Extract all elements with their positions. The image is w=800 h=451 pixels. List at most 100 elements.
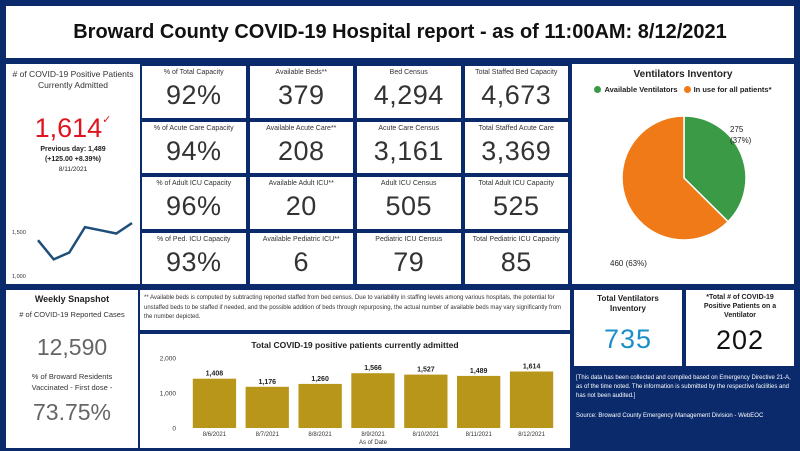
bar bbox=[245, 386, 289, 428]
metric-value: 20 bbox=[285, 191, 317, 221]
pie-in-use-label: 460 (63%) bbox=[610, 259, 647, 268]
positive-patients-card: # of COVID-19 Positive Patients Currentl… bbox=[6, 64, 140, 284]
metric-label: Available Pediatric ICU** bbox=[262, 235, 340, 243]
total-ventilators-card: Total Ventilators Inventory 735 bbox=[574, 290, 682, 366]
legend-dot-available bbox=[594, 86, 602, 93]
metric-cell: Available Beds** 379 bbox=[247, 64, 355, 120]
vaccinated-value: 73.75% bbox=[32, 399, 111, 425]
positive-patients-label: # of COVID-19 Positive Patients Currentl… bbox=[12, 69, 134, 90]
bar bbox=[298, 383, 342, 428]
metric-value: 94% bbox=[165, 135, 222, 166]
metric-label: Acute Care Census bbox=[378, 124, 440, 132]
metric-label: Pediatric ICU Census bbox=[375, 235, 443, 243]
bar bbox=[509, 371, 554, 428]
source-text: Source: Broward County Emergency Managem… bbox=[576, 413, 764, 419]
total-ventilators-label: Total Ventilators Inventory bbox=[597, 294, 659, 313]
legend-available: Available Ventilators bbox=[594, 85, 678, 94]
sparkline-y-tick-top: 1,500 bbox=[12, 230, 26, 236]
metric-label: Available Beds** bbox=[275, 69, 328, 76]
weekly-title: Weekly Snapshot bbox=[34, 294, 110, 304]
footnote-text: ** Available beds is computed by subtrac… bbox=[144, 295, 562, 320]
sparkline-chart bbox=[37, 222, 133, 261]
metric-value: 3,369 bbox=[481, 135, 552, 166]
bar-value-label: 1,489 bbox=[470, 368, 488, 375]
bar-chart-title: Total COVID-19 positive patients current… bbox=[251, 340, 459, 350]
weekly-snapshot-card: Weekly Snapshot # of COVID-19 Reported C… bbox=[6, 290, 138, 448]
bar-category-label: 8/6/2021 bbox=[203, 432, 227, 438]
bar-y-tick: 0 bbox=[172, 426, 176, 433]
previous-date-text: 8/11/2021 bbox=[58, 166, 88, 173]
bar-value-label: 1,527 bbox=[417, 367, 435, 374]
bar-category-label: 8/8/2021 bbox=[308, 432, 332, 438]
pie-slice bbox=[683, 115, 747, 223]
metric-label: Total Adult ICU Capacity bbox=[478, 180, 554, 187]
bar-category-label: 8/12/2021 bbox=[518, 432, 545, 438]
metric-value: 93% bbox=[165, 246, 222, 277]
vent-patients-label: *Total # of COVID-19 Positive Patients o… bbox=[703, 294, 777, 319]
metric-value: 79 bbox=[393, 246, 425, 277]
metric-label: Available Acute Care** bbox=[266, 124, 337, 132]
metric-value: 3,161 bbox=[373, 135, 444, 166]
pie-available-pct: (37%) bbox=[730, 136, 752, 145]
metric-cell: Available Pediatric ICU** 6 bbox=[247, 230, 355, 286]
pie-available-value: 275 bbox=[730, 125, 744, 134]
bar-value-label: 1,408 bbox=[206, 371, 224, 378]
bar-category-label: 8/7/2021 bbox=[256, 432, 280, 438]
bar-y-tick: 2,000 bbox=[160, 356, 177, 363]
metric-cell: Acute Care Census 3,161 bbox=[355, 119, 463, 175]
previous-day-text: Previous day: 1,489 bbox=[40, 146, 106, 153]
metric-value: 208 bbox=[277, 135, 325, 166]
metric-value: 505 bbox=[385, 191, 433, 221]
metric-cell: Adult ICU Census 505 bbox=[355, 175, 463, 231]
metric-label: Total Staffed Bed Capacity bbox=[475, 69, 558, 76]
bar-y-tick: 1,000 bbox=[160, 391, 177, 398]
metric-cell: Available Adult ICU** 20 bbox=[247, 175, 355, 231]
metric-value: 379 bbox=[277, 80, 325, 110]
ventilators-title: Ventilators Inventory bbox=[633, 69, 733, 80]
metric-label: Total Staffed Acute Care bbox=[478, 124, 554, 132]
legend-in-use: In use for all patients* bbox=[683, 85, 772, 94]
metric-label: Adult ICU Census bbox=[380, 180, 437, 187]
metric-label: % of Adult ICU Capacity bbox=[156, 180, 232, 187]
page-title: Broward County COVID-19 Hospital report … bbox=[73, 20, 727, 43]
metric-cell: Total Staffed Bed Capacity 4,673 bbox=[462, 64, 570, 120]
admitted-bar-chart-card: Total COVID-19 positive patients current… bbox=[140, 334, 570, 448]
sparkline-y-tick-bottom: 1,000 bbox=[12, 274, 26, 280]
bar-category-label: 8/10/2021 bbox=[413, 432, 440, 438]
metric-value: 4,673 bbox=[481, 80, 552, 110]
bar-chart: 2,000 1,000 0 1,408 8/6/2021 1,176 8/7/2021 1,2… bbox=[160, 356, 554, 446]
ventilators-inventory-card: Ventilators Inventory Available Ventilat… bbox=[572, 64, 794, 284]
metric-label: % of Total Capacity bbox=[163, 69, 224, 76]
check-icon: ✓ bbox=[102, 114, 112, 126]
metric-value: 85 bbox=[500, 246, 532, 277]
metric-cell: Total Adult ICU Capacity 525 bbox=[462, 175, 570, 231]
metric-cell: % of Total Capacity 92% bbox=[140, 64, 248, 120]
metric-cell: Total Pediatric ICU Capacity 85 bbox=[462, 230, 570, 286]
metric-cell: % of Acute Care Capacity 94% bbox=[140, 119, 248, 175]
ventilators-legend: Available Ventilators In use for all pat… bbox=[572, 85, 794, 94]
metric-label: % of Ped. ICU Capacity bbox=[156, 235, 231, 243]
disclaimer-text: [This data has been collected and compil… bbox=[576, 375, 791, 399]
change-text: (+125.00 +8.39%) bbox=[44, 156, 102, 163]
vent-patients-card: *Total # of COVID-19 Positive Patients o… bbox=[686, 290, 794, 366]
metric-value: 92% bbox=[165, 80, 222, 110]
total-ventilators-value: 735 bbox=[603, 324, 653, 354]
metric-value: 525 bbox=[492, 191, 540, 221]
metric-grid: % of Total Capacity 92% Available Beds** 37… bbox=[140, 64, 570, 286]
legend-in-use-label: In use for all patients* bbox=[693, 85, 772, 94]
metric-label: % of Acute Care Capacity bbox=[153, 124, 234, 132]
positive-patients-value: 1,614 bbox=[34, 113, 103, 143]
metric-value: 6 bbox=[293, 246, 310, 277]
ventilators-pie-chart bbox=[621, 115, 747, 241]
cases-label: # of COVID-19 Reported Cases bbox=[19, 310, 125, 319]
metric-cell: Bed Census 4,294 bbox=[355, 64, 463, 120]
bar-x-axis-label: As of Date bbox=[359, 440, 388, 446]
bar bbox=[351, 373, 395, 428]
disclaimer-block: [This data has been collected and compil… bbox=[574, 372, 794, 448]
bar-value-label: 1,176 bbox=[259, 379, 277, 386]
vent-patients-value: 202 bbox=[715, 325, 765, 355]
bar-value-label: 1,260 bbox=[311, 376, 329, 383]
bar-category-label: 8/9/2021 bbox=[361, 432, 385, 438]
pie-slice bbox=[621, 115, 730, 241]
metric-cell: Pediatric ICU Census 79 bbox=[355, 230, 463, 286]
